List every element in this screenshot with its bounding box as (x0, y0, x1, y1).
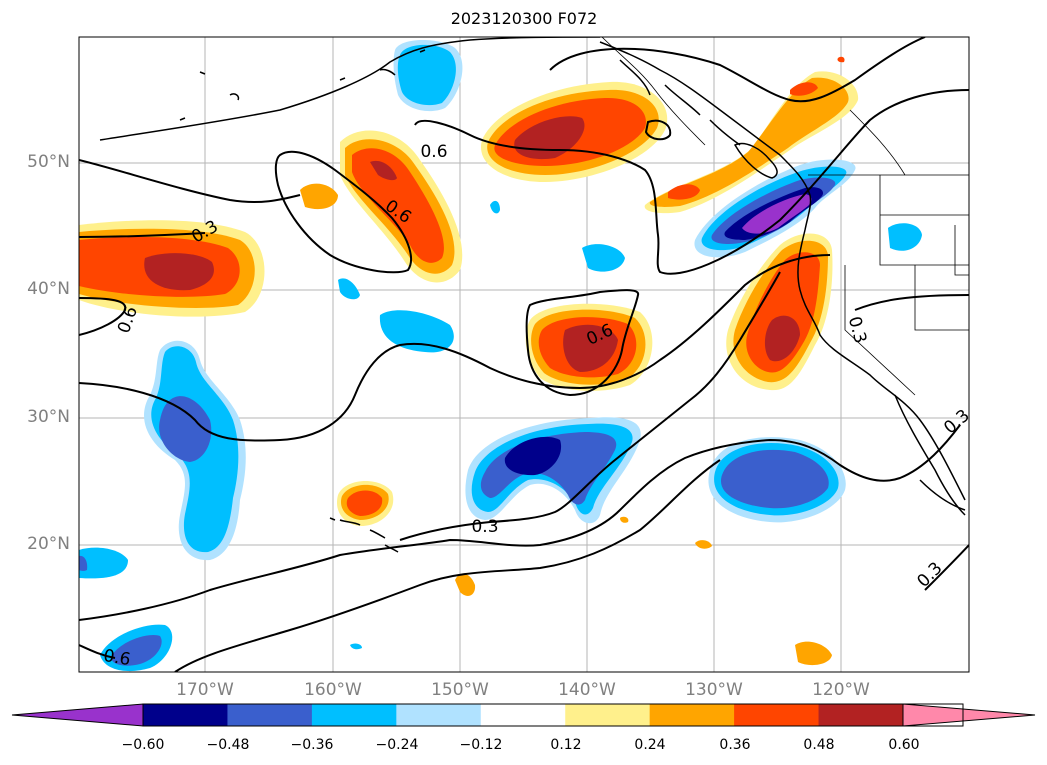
colorbar-extension-low (11, 703, 144, 727)
positive-anomaly-small-163w (300, 183, 338, 210)
colorbar-cell (143, 704, 228, 726)
colorbar-tick-label: −0.12 (459, 737, 503, 753)
contour-label: 0.3 (471, 517, 498, 537)
negative-anomaly-west-edge-inner (79, 555, 88, 571)
lon-label-170w: 170°W (176, 680, 234, 700)
contour-0.3-far-south (174, 459, 721, 672)
colorbar-cell (565, 704, 651, 726)
colorbar-cell (818, 704, 904, 726)
contour-0.6-west (79, 159, 301, 204)
colorbar (11, 703, 1036, 727)
filled-contours (79, 39, 922, 672)
lat-label-20n: 20°N (27, 534, 70, 554)
lat-label-50n: 50°N (27, 152, 70, 172)
negative-anomaly-145w (582, 244, 625, 272)
negative-anomaly-dot-1 (490, 200, 500, 214)
contour-0.3-mid-east (854, 294, 969, 311)
positive-anomaly-small-150w (455, 573, 476, 596)
contour-0.6-small-loop (644, 119, 672, 141)
us-west-coastline (797, 229, 966, 501)
colorbar-cell (480, 704, 566, 726)
positive-anomaly-pacific-nw (644, 71, 859, 214)
colorbar-cell (311, 704, 397, 726)
alaska-canada-border (601, 37, 706, 146)
negative-anomaly-bottom-inner (111, 634, 162, 666)
map-frame-border (78, 36, 970, 673)
lat-label-30n: 30°N (27, 407, 70, 427)
positive-anomaly-west (79, 220, 265, 317)
mexico-coastline (919, 479, 966, 511)
lon-label-150w: 150°W (431, 680, 489, 700)
contour-0.3-northwest (549, 37, 926, 103)
colorbar-tick-label: 0.24 (634, 737, 666, 753)
contour-0.6-west-lower (79, 297, 127, 336)
colorbar-border (142, 703, 964, 727)
islands-north (179, 49, 426, 121)
provincial-borders (849, 109, 906, 176)
colorbar-cell (734, 704, 820, 726)
positive-anomaly-155w (340, 130, 463, 283)
negative-anomaly-west-edge (79, 547, 128, 579)
state-borders (844, 175, 969, 396)
positive-anomaly-small-bottom (795, 641, 832, 666)
lon-label-130w: 130°W (685, 680, 743, 700)
contour-0.6-bottom-left (79, 644, 116, 659)
colorbar-cell (227, 704, 313, 726)
positive-anomaly-140w (525, 303, 653, 391)
colorbar-tick-label: 0.36 (719, 737, 751, 753)
contour-0.6-loop-140w (525, 289, 639, 397)
lon-label-140w: 140°W (558, 680, 616, 700)
canada-west-coastline (804, 194, 812, 231)
contour-0.3-southeast (924, 544, 969, 591)
colorbar-extension-high (902, 703, 1036, 727)
coastlines (99, 37, 966, 553)
alaska-coastline (99, 37, 811, 196)
negative-anomaly-170w (144, 340, 246, 561)
negative-anomaly-alaska-inner (397, 44, 456, 106)
positive-anomaly-dot-3 (837, 56, 845, 63)
contour-label: 0.6 (102, 646, 132, 670)
colorbar-tick-label: −0.36 (290, 737, 334, 753)
contour-0.3-south (79, 424, 961, 621)
contour-lines (79, 37, 969, 672)
colorbar-tick-label: 0.60 (888, 737, 920, 753)
colorbar-tick-label: −0.60 (121, 737, 165, 753)
negative-anomaly-128w (708, 437, 846, 523)
positive-anomaly-california (726, 233, 833, 391)
colorbar-tick-label: −0.48 (206, 737, 250, 753)
colorbar-tick-label: 0.12 (550, 737, 582, 753)
chart-title: 2023120300 F072 (450, 9, 598, 28)
colorbar-tick-label: 0.48 (803, 737, 835, 753)
colorbar-cell (396, 704, 482, 726)
lat-label-40n: 40°N (27, 279, 70, 299)
lon-label-160w: 160°W (304, 680, 362, 700)
contour-0.3-west (79, 232, 206, 238)
contour-0.3-middle (79, 254, 831, 442)
negative-anomaly-115w (888, 223, 922, 251)
contour-0.6-nw-loop (274, 150, 412, 274)
colorbar-tick-label: −0.24 (375, 737, 419, 753)
negative-anomaly-140w (465, 417, 641, 524)
positive-anomaly-hawaii (336, 481, 394, 526)
hawaii-islands (329, 517, 399, 553)
contour-label: 0.6 (420, 142, 447, 162)
vancouver-island (733, 142, 778, 179)
contour-0.6-north (414, 89, 969, 275)
lon-label-120w: 120°W (812, 680, 870, 700)
baja-coastline (894, 394, 966, 516)
colorbar-cell (649, 704, 735, 726)
se-alaska-coast (619, 59, 741, 146)
negative-anomaly-160w-b (338, 278, 360, 300)
contour-0.3-southern (399, 271, 781, 541)
negative-anomaly-160w-a (379, 310, 454, 353)
political-borders (601, 37, 969, 396)
positive-anomaly-dot-1 (695, 540, 712, 549)
negative-anomaly-dot-2 (350, 643, 362, 650)
positive-anomaly-142w (480, 81, 668, 182)
positive-anomaly-dot-2 (620, 516, 629, 523)
